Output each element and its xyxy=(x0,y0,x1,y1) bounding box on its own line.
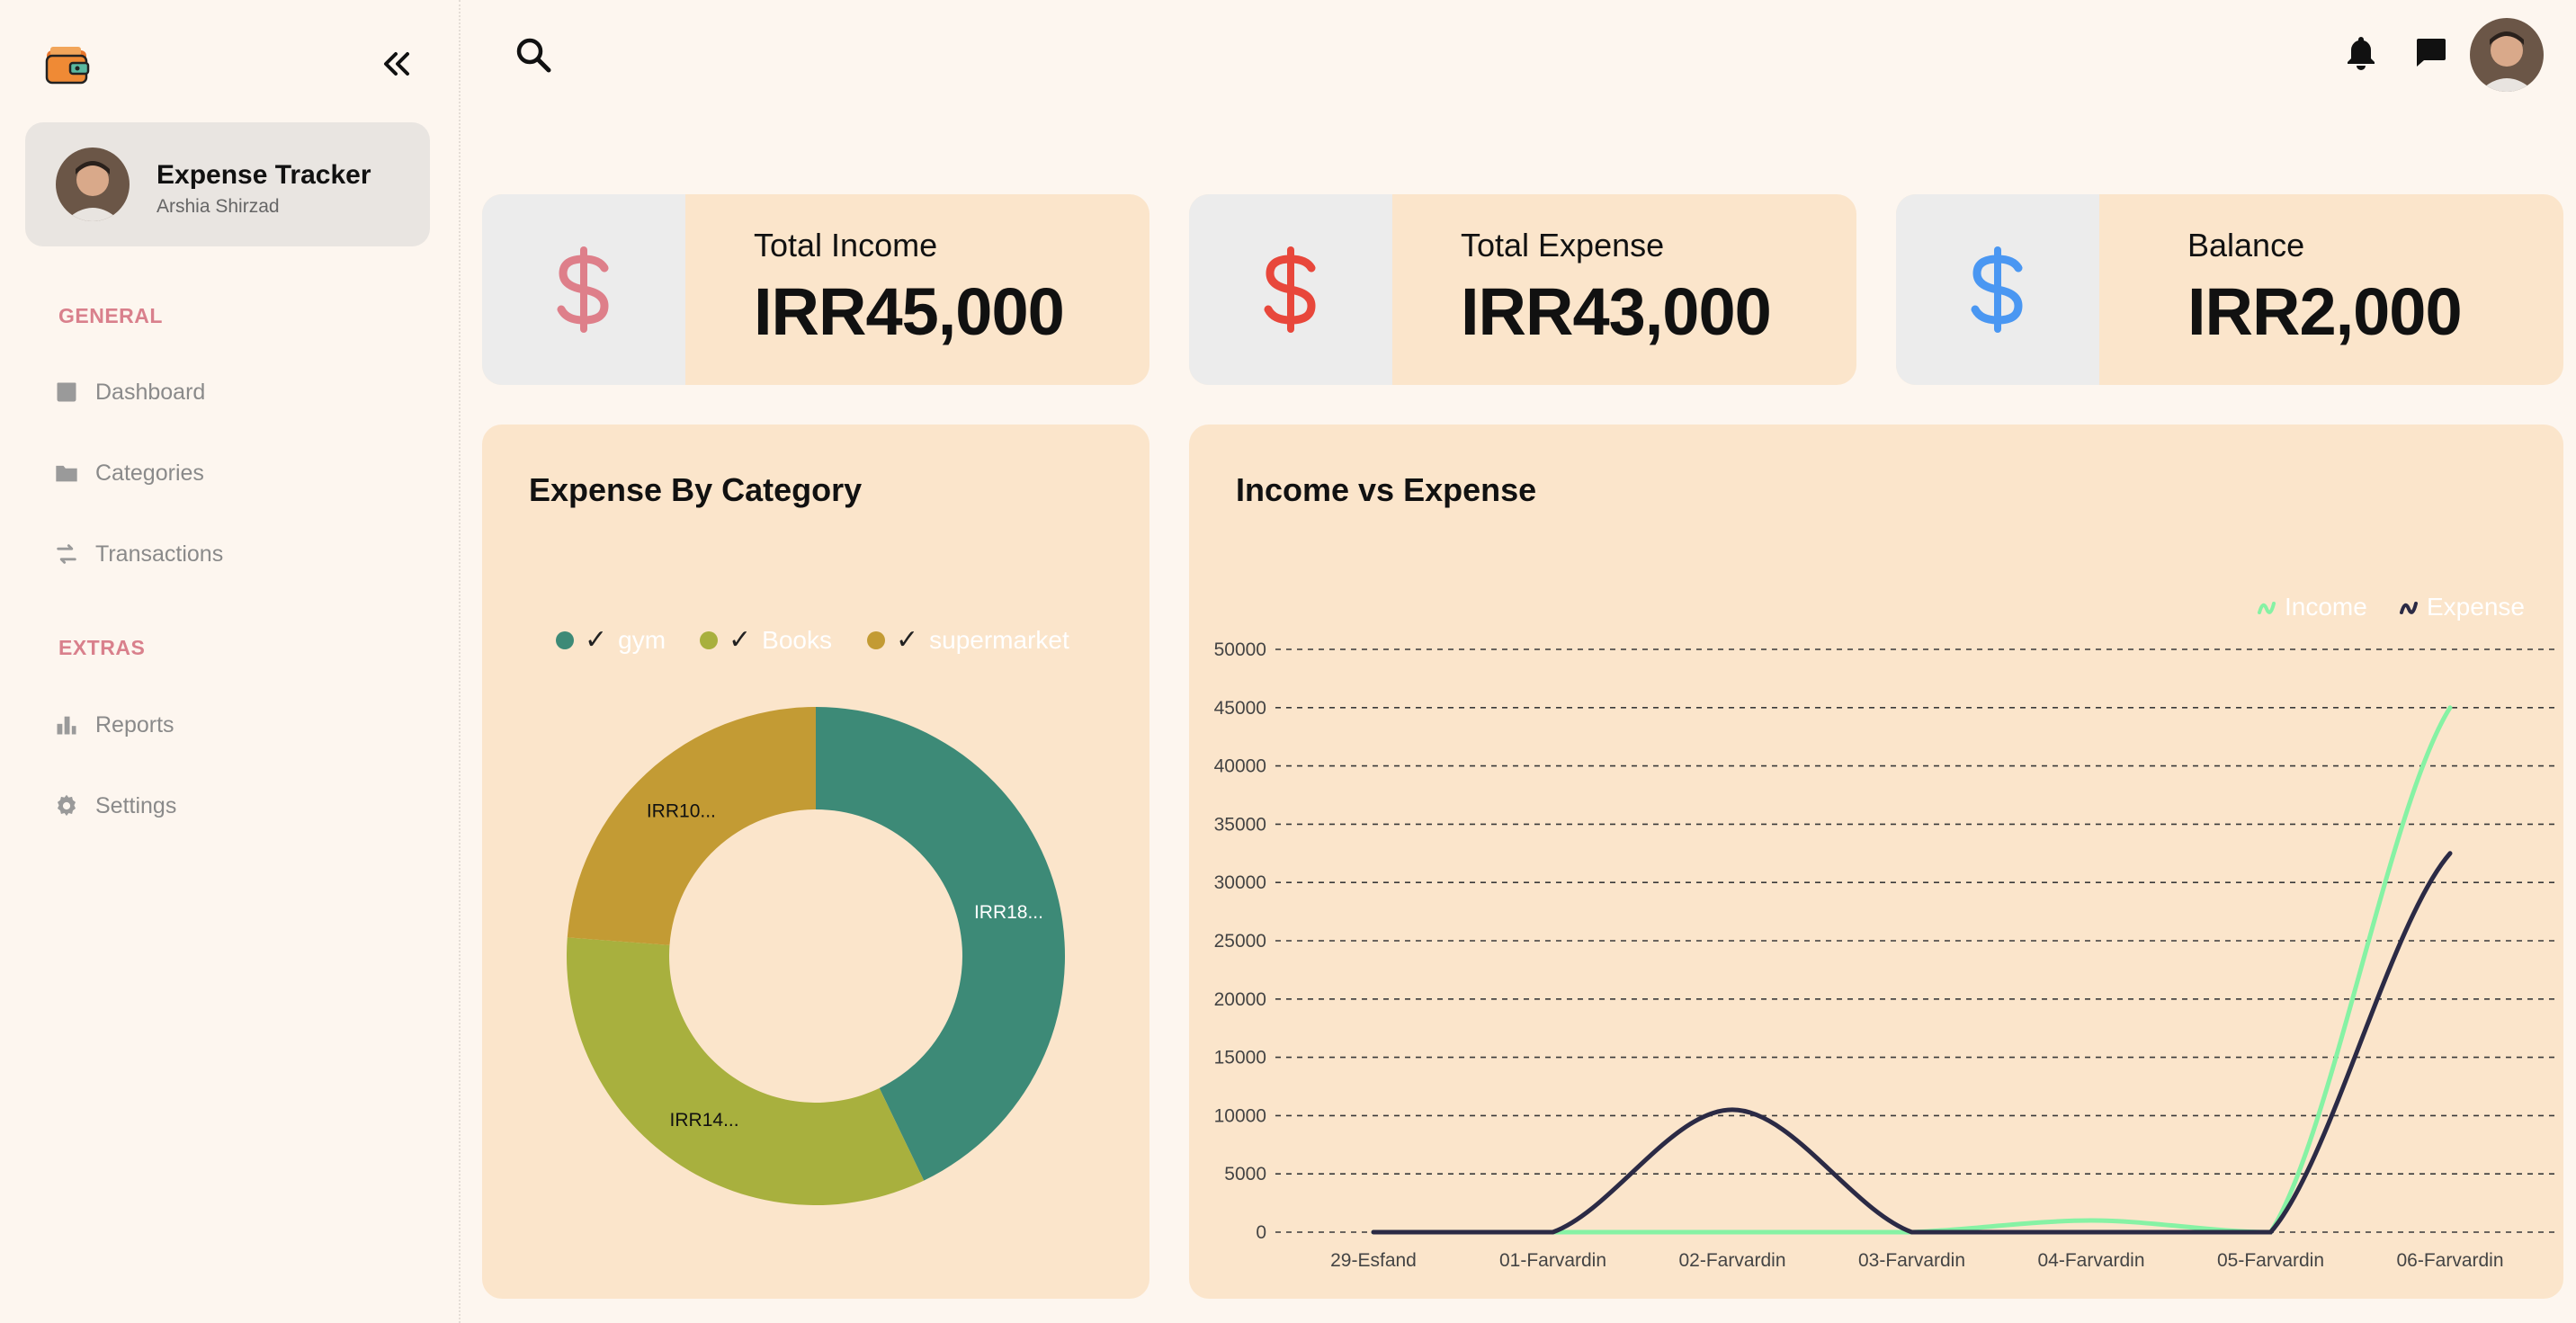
y-tick-label: 0 xyxy=(1256,1222,1266,1243)
legend-label: Income xyxy=(2285,593,2367,621)
legend-item-supermarket[interactable]: ✓ supermarket xyxy=(867,624,1069,656)
calendar-icon xyxy=(57,382,76,402)
section-title-general: GENERAL xyxy=(58,304,163,327)
folder-icon xyxy=(56,465,77,482)
y-tick-label: 45000 xyxy=(1214,698,1266,719)
search-button[interactable] xyxy=(513,34,554,76)
sidebar-item-label: Reports xyxy=(95,711,174,737)
wallet-logo-icon xyxy=(43,41,94,88)
sidebar-item-label: Settings xyxy=(95,792,177,818)
double-chevron-left-icon xyxy=(384,52,409,76)
stat-label: Total Income xyxy=(754,227,938,264)
sidebar-item-label: Categories xyxy=(95,460,204,486)
sidebar-item-categories[interactable]: Categories xyxy=(54,451,204,496)
legend-item-expense[interactable]: Expense xyxy=(2400,593,2525,621)
x-tick-label: 06-Farvardin xyxy=(2396,1250,2503,1271)
y-tick-label: 5000 xyxy=(1224,1164,1266,1184)
stat-value: IRR2,000 xyxy=(2187,274,2463,349)
stat-value: IRR45,000 xyxy=(754,274,1065,349)
sidebar-item-settings[interactable]: Settings xyxy=(54,783,176,828)
profile-card[interactable]: Expense Tracker Arshia Shirzad xyxy=(25,122,430,246)
x-tick-label: 29-Esfand xyxy=(1330,1250,1417,1271)
sidebar-item-transactions[interactable]: Transactions xyxy=(54,532,223,577)
dollar-icon xyxy=(1264,246,1316,333)
stat-value: IRR43,000 xyxy=(1461,274,1772,349)
sidebar-item-reports[interactable]: Reports xyxy=(54,702,174,747)
legend-item-income[interactable]: Income xyxy=(2258,593,2367,621)
avatar xyxy=(56,147,130,221)
pie-slice-supermarket[interactable] xyxy=(567,707,816,945)
series-line-expense[interactable] xyxy=(1371,851,2453,1235)
y-tick-label: 35000 xyxy=(1214,814,1266,835)
legend-dot xyxy=(700,630,718,649)
y-tick-label: 10000 xyxy=(1214,1105,1266,1126)
check-icon: ✓ xyxy=(896,625,919,655)
pie-slice-books[interactable] xyxy=(567,937,925,1205)
legend-line-icon xyxy=(2400,602,2418,614)
y-tick-label: 25000 xyxy=(1214,931,1266,952)
check-icon: ✓ xyxy=(585,625,608,655)
legend-line-icon xyxy=(2258,602,2276,614)
notifications-button[interactable] xyxy=(2341,32,2381,72)
line-chart: 0 5000 10000 15000 20000 25000 30000 35000 40000… xyxy=(1214,593,2556,1271)
sidebar-item-label: Transactions xyxy=(95,541,224,567)
transfer-icon xyxy=(57,544,76,564)
stat-icon-box xyxy=(1189,194,1392,385)
stat-card-total-expense: Total Expense IRR43,000 xyxy=(1189,194,1856,385)
panel-title: Expense By Category xyxy=(529,471,863,508)
donut-chart: IRR18... IRR14... IRR10... xyxy=(567,707,1065,1205)
search-icon xyxy=(516,38,551,73)
stat-card-balance: Balance IRR2,000 xyxy=(1896,194,2563,385)
chat-icon xyxy=(2417,39,2446,67)
slice-label: IRR10... xyxy=(647,801,716,822)
user-avatar[interactable] xyxy=(2470,18,2544,92)
y-tick-label: 20000 xyxy=(1214,989,1266,1010)
sidebar: Expense Tracker Arshia Shirzad GENERAL D… xyxy=(0,0,461,1323)
x-tick-label: 03-Farvardin xyxy=(1858,1250,1965,1271)
gear-icon xyxy=(57,794,76,817)
legend-dot xyxy=(556,630,574,649)
messages-button[interactable] xyxy=(2411,32,2450,72)
x-tick-label: 05-Farvardin xyxy=(2217,1250,2324,1271)
collapse-sidebar-button[interactable] xyxy=(376,43,417,85)
y-tick-label: 40000 xyxy=(1214,756,1266,777)
x-tick-label: 02-Farvardin xyxy=(1678,1250,1785,1271)
profile-subtitle: Arshia Shirzad xyxy=(157,196,280,217)
stat-label: Total Expense xyxy=(1461,227,1665,264)
panel-title: Income vs Expense xyxy=(1236,471,1537,508)
y-tick-label: 15000 xyxy=(1214,1048,1266,1068)
stat-card-total-income: Total Income IRR45,000 xyxy=(482,194,1149,385)
y-tick-label: 50000 xyxy=(1214,639,1266,660)
legend-label: Books xyxy=(762,625,832,654)
slice-label: IRR14... xyxy=(670,1110,739,1131)
dollar-icon xyxy=(1971,246,2023,333)
legend-item-books[interactable]: ✓ Books xyxy=(700,624,832,656)
slice-label: IRR18... xyxy=(974,902,1043,923)
check-icon: ✓ xyxy=(729,625,752,655)
income-vs-expense-panel: Income vs Expense 0 5000 10000 15000 20000 25… xyxy=(1189,425,2563,1299)
y-tick-label: 30000 xyxy=(1214,872,1266,893)
legend-item-gym[interactable]: ✓ gym xyxy=(556,624,666,656)
stat-icon-box xyxy=(1896,194,2099,385)
pie-slice-gym[interactable] xyxy=(816,707,1065,1181)
bell-icon xyxy=(2348,37,2375,70)
legend-label: gym xyxy=(618,625,666,654)
bar-chart-icon xyxy=(57,716,76,735)
legend-label: supermarket xyxy=(929,625,1069,654)
legend-dot xyxy=(867,630,885,649)
x-tick-label: 04-Farvardin xyxy=(2037,1250,2144,1271)
x-tick-label: 01-Farvardin xyxy=(1499,1250,1606,1271)
profile-name: Expense Tracker xyxy=(157,160,371,190)
section-title-extras: EXTRAS xyxy=(58,636,146,659)
legend-label: Expense xyxy=(2427,593,2525,621)
dollar-icon xyxy=(557,246,609,333)
sidebar-item-label: Dashboard xyxy=(95,379,206,405)
stat-label: Balance xyxy=(2187,227,2305,264)
series-line-income[interactable] xyxy=(1371,705,2453,1235)
sidebar-item-dashboard[interactable]: Dashboard xyxy=(54,370,205,415)
stat-icon-box xyxy=(482,194,685,385)
expense-by-category-panel: Expense By Category ✓ gym ✓ Books ✓ supe… xyxy=(482,425,1149,1299)
